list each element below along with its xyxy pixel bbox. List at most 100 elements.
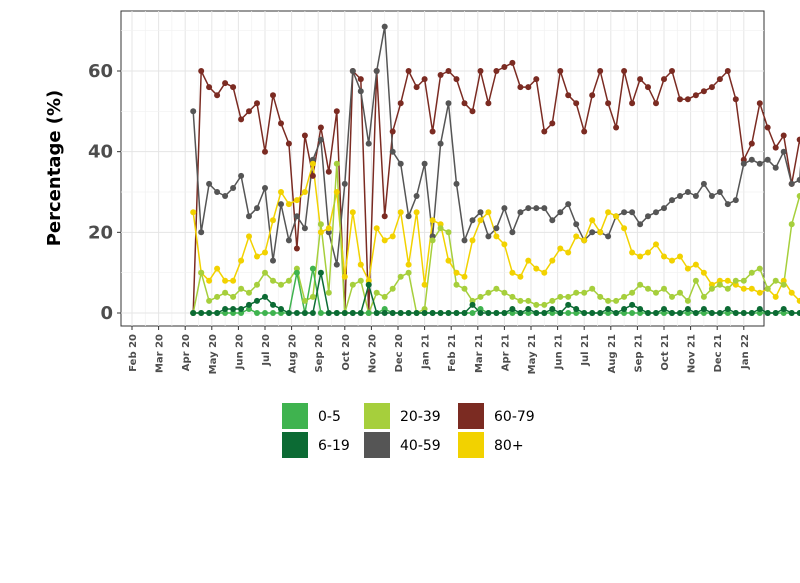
data-point-40-59: [509, 229, 516, 236]
grid: [121, 11, 764, 326]
data-point-20-39: [732, 277, 739, 284]
data-point-40-59: [637, 221, 644, 228]
data-point-20-39: [756, 265, 763, 272]
data-point-60-79: [637, 76, 644, 83]
legend-swatch-60-79: [458, 403, 484, 429]
data-point-20-39: [740, 277, 747, 284]
data-point-40-59: [629, 209, 636, 216]
legend-label-6-19: 6-19: [318, 438, 350, 454]
x-tick-label: Mar 21: [474, 334, 485, 373]
data-point-80+: [477, 217, 484, 224]
data-point-6-19: [549, 306, 556, 312]
data-point-60-79: [413, 84, 420, 91]
data-point-40-59: [381, 23, 388, 30]
data-point-80+: [309, 160, 316, 167]
data-point-6-19: [653, 310, 659, 316]
data-point-60-79: [461, 100, 468, 107]
data-point-60-79: [485, 100, 492, 107]
data-point-6-19: [748, 310, 755, 316]
data-point-20-39: [565, 293, 572, 300]
data-point-6-19: [405, 310, 412, 316]
data-point-80+: [357, 261, 364, 268]
data-point-20-39: [533, 301, 540, 308]
data-point-60-79: [796, 136, 800, 143]
data-point-80+: [788, 289, 795, 296]
data-point-40-59: [692, 193, 699, 199]
data-point-20-39: [517, 297, 524, 304]
data-point-40-59: [198, 229, 205, 236]
data-point-80+: [597, 229, 604, 236]
data-point-80+: [748, 285, 755, 292]
data-point-60-79: [397, 100, 404, 107]
data-point-80+: [661, 253, 667, 260]
data-point-20-39: [381, 293, 388, 300]
data-point-40-59: [653, 209, 659, 216]
data-point-80+: [589, 217, 596, 224]
data-point-20-39: [270, 277, 276, 284]
data-point-20-39: [445, 229, 452, 236]
data-point-20-39: [301, 297, 308, 304]
data-point-6-19: [413, 310, 420, 316]
data-point-60-79: [661, 76, 667, 83]
x-tick-label: May 20: [208, 334, 219, 374]
data-point-20-39: [581, 289, 588, 296]
data-point-6-19: [740, 310, 747, 316]
data-point-60-79: [469, 108, 476, 115]
data-point-6-19: [437, 310, 444, 316]
data-point-60-79: [293, 245, 300, 252]
data-point-20-39: [357, 277, 364, 284]
legend-label-80+: 80+: [494, 438, 524, 454]
data-point-20-39: [748, 269, 755, 276]
data-point-80+: [461, 273, 468, 280]
data-point-20-39: [525, 297, 532, 304]
data-point-40-59: [525, 205, 532, 212]
data-point-80+: [453, 269, 460, 276]
data-point-80+: [206, 277, 213, 284]
data-point-80+: [317, 229, 324, 236]
data-point-6-19: [692, 310, 699, 316]
data-point-60-79: [501, 64, 508, 70]
data-point-80+: [732, 281, 739, 288]
data-point-60-79: [270, 92, 276, 99]
data-point-80+: [397, 209, 404, 216]
data-point-40-59: [493, 225, 500, 232]
data-point-80+: [796, 297, 800, 304]
data-point-6-19: [325, 310, 332, 316]
data-point-40-59: [573, 221, 580, 228]
data-point-6-19: [469, 301, 476, 308]
data-point-6-19: [301, 310, 308, 316]
data-point-80+: [190, 209, 197, 216]
legend: 0-5 6-19 20-39 40-59 60-79 80+: [282, 403, 535, 458]
data-point-40-59: [285, 237, 292, 244]
data-point-40-59: [246, 213, 252, 220]
data-point-80+: [533, 265, 540, 272]
data-point-20-39: [317, 221, 324, 228]
data-point-60-79: [684, 96, 691, 103]
legend-label-40-59: 40-59: [400, 438, 441, 454]
data-point-60-79: [509, 59, 516, 66]
data-point-40-59: [645, 213, 651, 220]
data-point-80+: [772, 293, 779, 300]
x-tick-label: Oct 21: [660, 334, 671, 371]
data-point-20-39: [653, 289, 659, 296]
data-point-20-39: [429, 237, 436, 244]
data-point-40-59: [405, 213, 412, 220]
data-point-40-59: [421, 160, 428, 167]
x-tick-label: Oct 20: [341, 334, 352, 371]
data-point-20-39: [262, 269, 268, 276]
data-point-60-79: [437, 72, 444, 78]
data-point-80+: [780, 277, 787, 284]
data-point-80+: [581, 237, 588, 244]
data-point-80+: [389, 233, 396, 240]
data-point-6-19: [557, 310, 564, 316]
data-point-20-39: [605, 297, 612, 304]
x-tick-label: Sep 20: [314, 334, 325, 373]
data-point-20-39: [485, 289, 492, 296]
data-point-0-5: [254, 310, 260, 316]
data-point-60-79: [278, 120, 284, 127]
data-point-40-59: [397, 160, 404, 167]
data-point-40-59: [373, 68, 380, 74]
data-point-40-59: [262, 185, 268, 191]
data-point-6-19: [477, 310, 484, 316]
data-point-20-39: [692, 277, 699, 284]
